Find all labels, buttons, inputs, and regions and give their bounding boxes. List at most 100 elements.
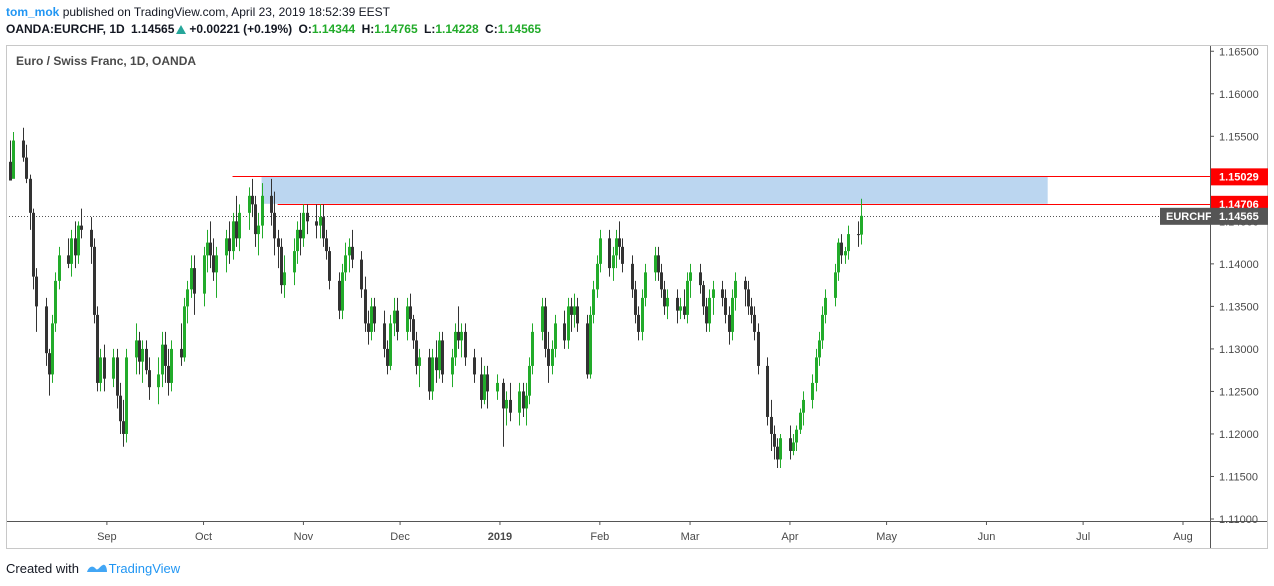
candle xyxy=(428,348,431,400)
candle xyxy=(531,323,534,375)
candle xyxy=(261,183,264,239)
candle xyxy=(554,314,557,358)
candle xyxy=(161,331,164,388)
candle xyxy=(689,263,692,298)
candle xyxy=(32,208,35,290)
candle-body xyxy=(125,357,128,434)
candle-body xyxy=(435,357,438,371)
candle xyxy=(409,293,412,332)
candle-body xyxy=(383,323,386,349)
candle-body xyxy=(441,340,444,375)
candle xyxy=(389,314,392,371)
candle xyxy=(528,357,531,405)
candle-body xyxy=(203,255,206,294)
candle xyxy=(167,348,170,396)
candle xyxy=(360,251,363,298)
candle xyxy=(22,127,25,162)
candle-body xyxy=(509,399,512,413)
candle-body xyxy=(750,306,753,315)
candle-body xyxy=(325,238,328,252)
candle-body xyxy=(302,212,305,239)
candle xyxy=(608,229,611,277)
symbol-name: OANDA:EURCHF, 1D xyxy=(6,22,125,36)
candle-body xyxy=(544,306,547,349)
candle-body xyxy=(215,255,218,273)
candle xyxy=(67,238,70,269)
candle-body xyxy=(589,314,592,375)
candle xyxy=(257,212,260,256)
candle-body xyxy=(319,217,322,226)
resistance-zone[interactable] xyxy=(261,176,1048,204)
candle xyxy=(145,340,148,375)
candle-body xyxy=(528,365,531,396)
footer-brand[interactable]: TradingView xyxy=(108,561,181,576)
candle xyxy=(80,208,83,239)
candle xyxy=(296,221,299,264)
candle-body xyxy=(747,289,750,307)
candle xyxy=(48,348,51,396)
candle-body xyxy=(135,340,138,358)
candle xyxy=(51,314,54,383)
candle-body xyxy=(567,306,570,341)
y-tick-label: 1.13000 xyxy=(1219,344,1259,356)
candle-body xyxy=(705,306,708,324)
candle xyxy=(364,276,367,332)
candle xyxy=(589,306,592,379)
candle-body xyxy=(360,259,363,290)
plot-area[interactable] xyxy=(6,45,1210,521)
candle xyxy=(795,425,798,451)
candle xyxy=(641,289,644,341)
candle-body xyxy=(676,297,679,311)
candle-body xyxy=(522,391,525,409)
chart-title: Euro / Swiss Franc, 1D, OANDA xyxy=(16,54,196,68)
candle-body xyxy=(90,229,93,247)
candle xyxy=(119,382,122,434)
candle xyxy=(12,132,15,179)
candle xyxy=(460,323,463,358)
candle-body xyxy=(599,238,602,264)
candle-body xyxy=(644,272,647,298)
candle xyxy=(190,255,193,298)
candle-body xyxy=(9,161,12,181)
candle-body xyxy=(840,242,843,256)
candle xyxy=(599,229,602,273)
candle xyxy=(840,234,843,264)
candle xyxy=(451,348,454,388)
candle-body xyxy=(99,357,102,383)
candle xyxy=(435,340,438,383)
candle-body xyxy=(618,238,621,247)
candle-body xyxy=(389,323,392,366)
candle-body xyxy=(315,221,318,226)
y-tick-label: 1.14000 xyxy=(1219,259,1259,271)
y-tick-label: 1.11000 xyxy=(1219,514,1258,526)
candle-body xyxy=(186,289,189,307)
candle xyxy=(724,289,727,324)
candle xyxy=(186,280,189,324)
close-value: 1.14565 xyxy=(497,22,542,36)
candle xyxy=(637,306,640,341)
x-tick-label: Apr xyxy=(781,531,798,543)
candle xyxy=(170,340,173,392)
candle xyxy=(302,204,305,247)
candle xyxy=(844,246,847,264)
candle-body xyxy=(821,314,824,341)
candle xyxy=(686,272,689,324)
candle xyxy=(209,221,212,269)
candle-body xyxy=(631,263,634,290)
candle-body xyxy=(573,306,576,315)
candle-body xyxy=(683,306,686,315)
candle xyxy=(406,297,409,341)
candle xyxy=(486,365,489,409)
symbol-info-line: OANDA:EURCHF, 1D 1.14565 +0.00221 (+0.19%… xyxy=(6,22,544,36)
level-price-label-1: 1.15029 xyxy=(1219,171,1259,183)
candle-body xyxy=(724,297,727,315)
candle-body xyxy=(293,251,296,273)
candle xyxy=(612,246,615,281)
close-label: C: xyxy=(485,22,498,36)
author-name[interactable]: tom_mok xyxy=(6,5,60,19)
candle-body xyxy=(551,348,554,366)
candle-body xyxy=(180,348,183,358)
candle xyxy=(799,408,802,434)
x-tick-label: May xyxy=(876,531,897,543)
